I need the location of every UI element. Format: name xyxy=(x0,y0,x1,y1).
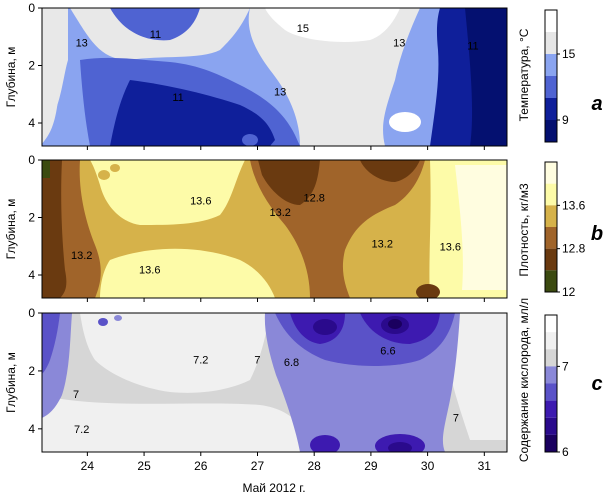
contour-label: 6.6 xyxy=(380,346,395,358)
colorbar-tick-label: 15 xyxy=(562,47,576,61)
y-tick-label: 4 xyxy=(28,422,35,436)
colorbar-tick-label: 13.6 xyxy=(562,198,586,212)
panel-oxygen xyxy=(41,312,508,453)
colorbar-swatch xyxy=(545,183,557,206)
colorbar-label: Содержание кислорода, мл/л xyxy=(517,298,531,462)
contour-label: 13.2 xyxy=(269,207,290,219)
colorbar-swatch xyxy=(545,248,557,271)
colorbar-tick-label: 7 xyxy=(562,359,569,373)
contour-label: 12.8 xyxy=(303,192,324,204)
colorbar-swatch xyxy=(545,98,557,120)
colorbar-frame xyxy=(544,9,558,143)
colorbar-swatch xyxy=(545,383,557,401)
panel-letter: a xyxy=(591,93,602,115)
colorbar-frame xyxy=(544,314,558,453)
colorbar-swatch xyxy=(545,434,557,452)
x-tick-label: 30 xyxy=(421,459,435,473)
contour-label: 11 xyxy=(150,29,161,41)
colorbar-swatch xyxy=(545,270,557,292)
contour-label: 7.2 xyxy=(74,424,89,436)
density-field xyxy=(42,160,507,298)
colorbar-tick-label: 6 xyxy=(562,445,569,459)
contour-label: 15 xyxy=(297,23,309,35)
colorbar-tick-label: 12.8 xyxy=(562,242,586,256)
x-tick-label: 28 xyxy=(308,459,322,473)
colorbar-label: Температура, °C xyxy=(517,28,531,121)
contour-label: 13.6 xyxy=(190,195,211,207)
contour-label: 6.8 xyxy=(284,357,299,369)
x-axis-label: Май 2012 г. xyxy=(242,481,305,495)
temperature-field xyxy=(42,8,507,146)
contour-label: 13.2 xyxy=(71,250,92,262)
contour-label: 13.2 xyxy=(372,238,393,250)
colorbar-swatch xyxy=(545,400,557,418)
colorbar-swatch xyxy=(545,349,557,367)
colorbar-swatch xyxy=(545,10,557,32)
x-tick-label: 26 xyxy=(194,459,208,473)
colorbar-swatch xyxy=(545,162,557,184)
x-tick-label: 27 xyxy=(251,459,265,473)
colorbar-swatch xyxy=(545,227,557,249)
colorbar-tick-label: 9 xyxy=(562,113,569,127)
y-tick-label: 0 xyxy=(28,153,35,167)
colorbar-swatch xyxy=(545,76,557,98)
contour-label: 7.2 xyxy=(193,354,208,366)
x-tick-label: 25 xyxy=(137,459,151,473)
x-tick-label: 31 xyxy=(478,459,492,473)
contour-label: 13.6 xyxy=(139,264,160,276)
panel-density xyxy=(41,159,508,299)
panel-letter: c xyxy=(591,373,602,395)
y-tick-label: 4 xyxy=(28,116,35,130)
panel-temperature xyxy=(41,7,508,147)
colorbar-swatch xyxy=(545,32,557,54)
colorbar-tick-label: 12 xyxy=(562,285,576,299)
colorbar-swatch xyxy=(545,417,557,435)
colorbar-swatch xyxy=(545,332,557,350)
y-tick-label: 0 xyxy=(28,306,35,320)
contour-label: 11 xyxy=(172,92,183,104)
y-tick-label: 4 xyxy=(28,268,35,282)
colorbar-label: Плотность, кг/м3 xyxy=(517,183,531,277)
panel-letter: b xyxy=(591,223,603,245)
colorbar-frame xyxy=(544,161,558,293)
colorbar-swatch xyxy=(545,366,557,384)
colorbar-swatch xyxy=(545,315,557,333)
x-tick-label: 24 xyxy=(81,459,95,473)
y-axis-label: Глубина, м xyxy=(4,199,18,260)
oxygen-field xyxy=(42,313,507,452)
colorbar-swatch xyxy=(545,120,557,142)
x-tick-label: 29 xyxy=(364,459,378,473)
y-axis-label: Глубина, м xyxy=(4,47,18,108)
contour-label: 13 xyxy=(393,38,405,50)
y-tick-label: 0 xyxy=(28,1,35,15)
contour-label: 13 xyxy=(76,38,88,50)
y-axis-label: Глубина, м xyxy=(4,352,18,413)
contour-label: 11 xyxy=(467,40,478,52)
contour-label: 13.6 xyxy=(440,241,461,253)
contour-label: 13 xyxy=(274,86,286,98)
contour-label: 7 xyxy=(453,412,459,424)
y-tick-label: 2 xyxy=(28,59,35,73)
colorbar-swatch xyxy=(545,54,557,76)
contour-label: 7 xyxy=(254,354,260,366)
y-tick-label: 2 xyxy=(28,211,35,225)
contour-label: 7 xyxy=(73,389,79,401)
y-tick-label: 2 xyxy=(28,364,35,378)
colorbar-swatch xyxy=(545,205,557,227)
